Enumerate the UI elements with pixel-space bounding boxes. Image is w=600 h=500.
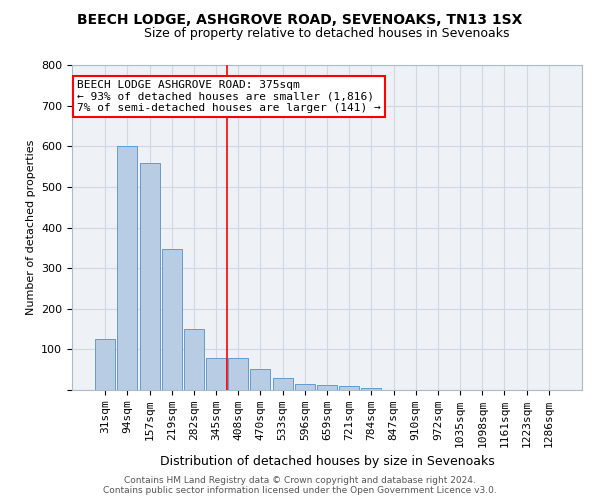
Text: BEECH LODGE ASHGROVE ROAD: 375sqm
← 93% of detached houses are smaller (1,816)
7: BEECH LODGE ASHGROVE ROAD: 375sqm ← 93% …	[77, 80, 381, 113]
X-axis label: Distribution of detached houses by size in Sevenoaks: Distribution of detached houses by size …	[160, 456, 494, 468]
Bar	[361, 388, 382, 390]
Bar	[206, 358, 226, 390]
Bar	[250, 369, 271, 390]
Title: Size of property relative to detached houses in Sevenoaks: Size of property relative to detached ho…	[144, 27, 510, 40]
Text: Contains HM Land Registry data © Crown copyright and database right 2024.
Contai: Contains HM Land Registry data © Crown c…	[103, 476, 497, 495]
Text: BEECH LODGE, ASHGROVE ROAD, SEVENOAKS, TN13 1SX: BEECH LODGE, ASHGROVE ROAD, SEVENOAKS, T…	[77, 12, 523, 26]
Bar	[295, 384, 315, 390]
Bar	[95, 339, 115, 390]
Bar	[272, 378, 293, 390]
Bar	[339, 386, 359, 390]
Bar	[162, 248, 182, 390]
Bar	[118, 146, 137, 390]
Bar	[184, 329, 204, 390]
Bar	[228, 358, 248, 390]
Y-axis label: Number of detached properties: Number of detached properties	[26, 140, 35, 315]
Bar	[317, 384, 337, 390]
Bar	[140, 164, 160, 390]
